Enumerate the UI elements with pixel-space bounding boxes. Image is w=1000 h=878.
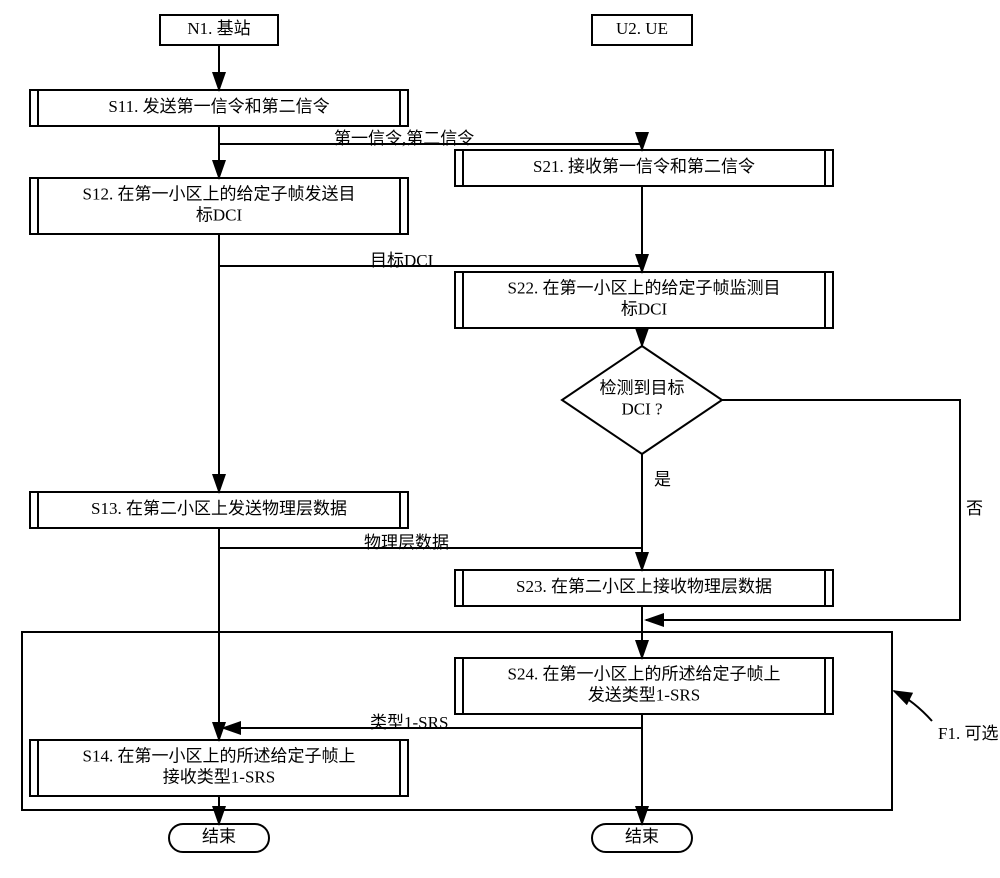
msg2-label: 目标DCI xyxy=(370,251,434,270)
decision-text-line1: DCI ? xyxy=(621,400,662,419)
msg4-label: 类型1-SRS xyxy=(370,713,448,732)
actor-ue-label: U2. UE xyxy=(616,19,668,38)
step-s11-line0: S11. 发送第一信令和第二信令 xyxy=(108,97,329,116)
step-s14-line0: S14. 在第一小区上的所述给定子帧上 xyxy=(83,746,356,765)
step-s24-line0: S24. 在第一小区上的所述给定子帧上 xyxy=(508,664,781,683)
step-s13-line0: S13. 在第二小区上发送物理层数据 xyxy=(91,499,347,518)
decision-no-label: 否 xyxy=(966,499,983,518)
step-s23-line0: S23. 在第二小区上接收物理层数据 xyxy=(516,577,772,596)
decision-yes-label: 是 xyxy=(654,470,671,489)
decision-text-line0: 检测到目标 xyxy=(600,378,685,397)
step-s24-line1: 发送类型1-SRS xyxy=(588,686,700,705)
step-s22-line1: 标DCI xyxy=(621,300,668,319)
optional-label: F1. 可选 xyxy=(938,724,998,743)
step-s12-line0: S12. 在第一小区上的给定子帧发送目 xyxy=(83,184,356,203)
actor-base-station-label: N1. 基站 xyxy=(187,19,250,38)
terminator-right-label: 结束 xyxy=(625,827,659,846)
msg3-label: 物理层数据 xyxy=(364,533,449,552)
msg1-label: 第一信令,第二信令 xyxy=(334,129,474,148)
terminator-left-label: 结束 xyxy=(202,827,236,846)
step-s14-line1: 接收类型1-SRS xyxy=(163,768,275,787)
step-s22-line0: S22. 在第一小区上的给定子帧监测目 xyxy=(508,278,781,297)
step-s12-line1: 标DCI xyxy=(196,206,243,225)
step-s21-line0: S21. 接收第一信令和第二信令 xyxy=(533,157,755,176)
